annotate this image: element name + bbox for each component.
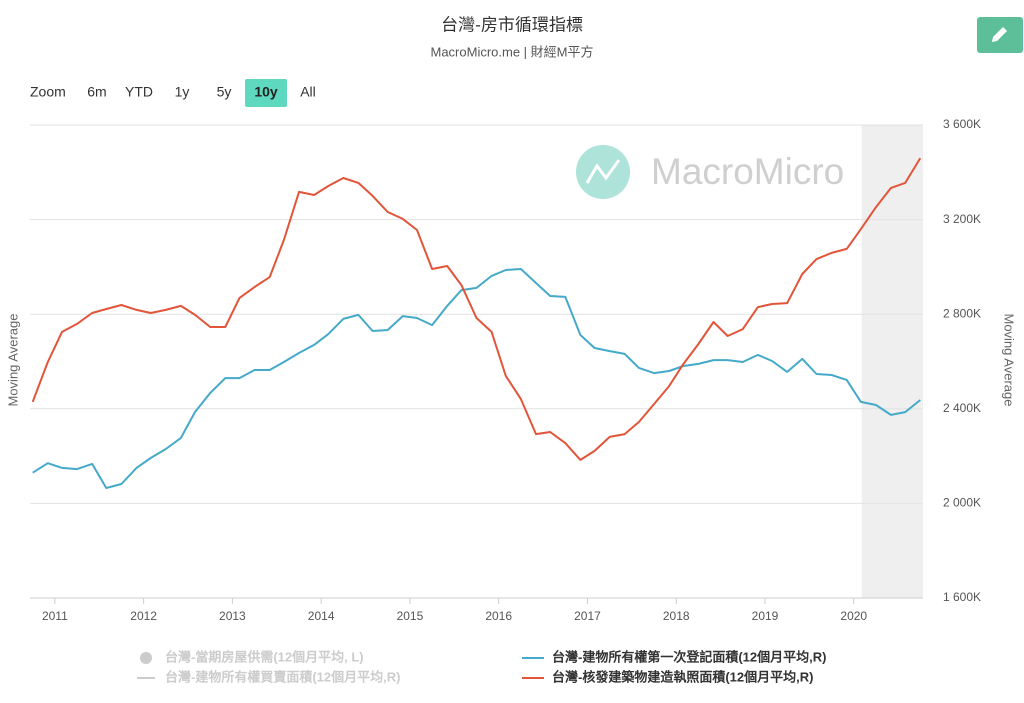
zoom-button-label[interactable]: 5y: [217, 84, 232, 100]
legend-item-hidden[interactable]: 台灣-建物所有權買賣面積(12個月平均,R): [137, 669, 400, 684]
chart-subtitle: MacroMicro.me | 財經M平方: [431, 44, 594, 59]
x-tick-label: 2013: [219, 609, 246, 623]
zoom-button[interactable]: 10y: [245, 79, 287, 107]
zoom-button[interactable]: YTD: [125, 84, 153, 100]
series-line: [31, 157, 922, 461]
zoom-button[interactable]: 1y: [175, 84, 190, 100]
legend-item-hidden[interactable]: 台灣-當期房屋供需(12個月平均, L): [140, 649, 364, 664]
zoom-button-active-bg[interactable]: [245, 79, 287, 107]
zoom-button-label[interactable]: 6m: [87, 84, 106, 100]
x-tick-label: 2020: [840, 609, 867, 623]
x-tick-label: 2018: [663, 609, 690, 623]
zoom-button-label[interactable]: 1y: [175, 84, 190, 100]
series-line: [32, 268, 921, 489]
x-tick-label: 2015: [397, 609, 424, 623]
zoom-button-label[interactable]: 10y: [254, 84, 278, 100]
y-axis-title: Moving Average: [5, 314, 20, 407]
zoom-label: Zoom: [30, 84, 66, 100]
plot-band: [861, 125, 923, 598]
y2-tick-label: 2 400K: [943, 401, 981, 415]
zoom-button[interactable]: All: [300, 84, 316, 100]
zoom-button[interactable]: 5y: [217, 84, 232, 100]
y2-tick-label: 2 800K: [943, 306, 981, 320]
zoom-buttons: 6m YTD 1y 5y 10y All: [87, 79, 316, 107]
zoom-button-label[interactable]: All: [300, 84, 316, 100]
legend-label[interactable]: 台灣-建物所有權第一次登記面積(12個月平均,R): [552, 649, 826, 664]
zoom-button[interactable]: 6m: [87, 84, 106, 100]
zoom-button-label[interactable]: YTD: [125, 84, 153, 100]
x-tick-label: 2014: [308, 609, 335, 623]
chart-title: 台灣-房市循環指標: [441, 15, 583, 34]
legend-label[interactable]: 台灣-當期房屋供需(12個月平均, L): [165, 649, 364, 664]
x-tick-label: 2016: [485, 609, 512, 623]
y2-tick-label: 2 000K: [943, 496, 981, 510]
legend-label[interactable]: 台灣-建物所有權買賣面積(12個月平均,R): [165, 669, 400, 684]
edit-button[interactable]: [977, 17, 1023, 53]
x-tick-label: 2011: [42, 609, 68, 623]
watermark: MacroMicro: [651, 151, 844, 192]
x-tick-label: 2012: [130, 609, 157, 623]
legend-label[interactable]: 台灣-核發建築物建造執照面積(12個月平均,R): [552, 669, 813, 684]
legend-item[interactable]: 台灣-建物所有權第一次登記面積(12個月平均,R): [522, 649, 826, 664]
pencil-icon: [992, 27, 1007, 42]
legend-item[interactable]: 台灣-核發建築物建造執照面積(12個月平均,R): [522, 669, 813, 684]
y2-axis-title: Moving Average: [1002, 314, 1017, 407]
y2-tick-label: 3 200K: [943, 212, 981, 226]
watermark-icon-line: [585, 159, 621, 184]
x-tick-label: 2019: [752, 609, 779, 623]
y2-tick-label: 1 600K: [943, 590, 981, 604]
y2-tick-label: 3 600K: [943, 117, 981, 131]
legend-symbol[interactable]: [140, 652, 152, 664]
x-tick-label: 2017: [574, 609, 601, 623]
